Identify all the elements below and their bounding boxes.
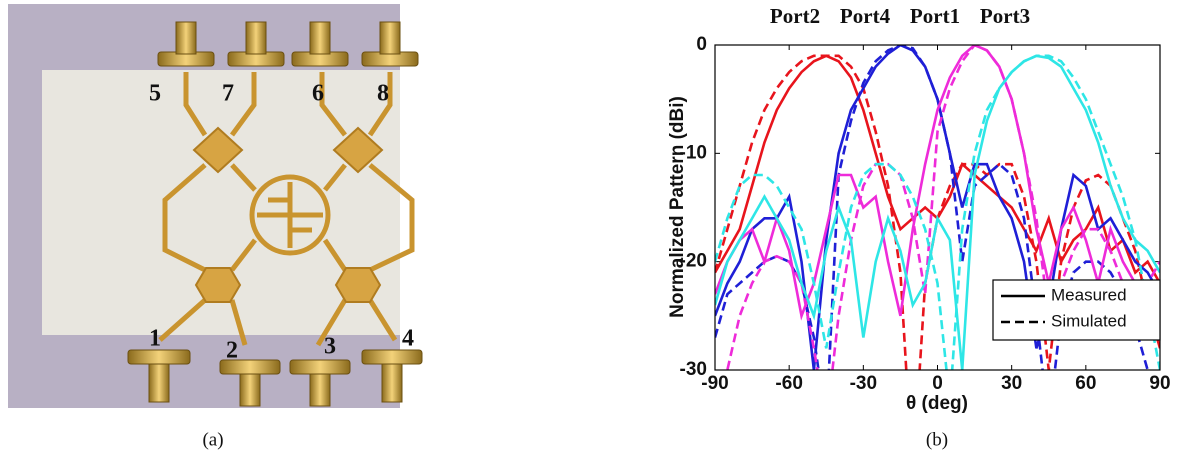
y-tick-label: -10 [680,142,707,163]
y-tick-label: -30 [680,359,707,380]
legend-box [992,279,1161,341]
lines [715,45,1160,370]
series-label: Port2 [770,4,820,28]
legend-label: Simulated [1051,311,1127,330]
port-label: 8 [377,81,389,107]
port-label: 4 [402,326,414,352]
series-line [715,45,1149,370]
series-label: Port1 [910,4,960,28]
port-label: 6 [312,81,324,107]
x-tick-label: -60 [775,373,802,394]
connectors [127,21,423,407]
x-axis-title: θ (deg) [906,393,968,414]
x-tick-label: 60 [1075,373,1096,394]
y-tick-label: -20 [680,251,707,272]
x-tick-label: -30 [850,373,877,394]
port-label: 7 [222,81,234,107]
traces [158,72,415,347]
x-tick-label: 90 [1149,373,1170,394]
legend-label: Measured [1051,285,1127,304]
series-label: Port4 [840,4,891,28]
x-tick-label: -90 [701,373,728,394]
series-line [715,54,1160,370]
x-tick-label: 0 [932,373,943,394]
port-label: 5 [149,81,161,107]
series-label: Port3 [980,4,1030,28]
x-tick-label: 30 [1001,373,1022,394]
series-line [715,54,1160,284]
photo: 5 7 6 8 1 2 3 4 [8,4,423,408]
crossover-lines [257,182,323,248]
y-axis-title: Normalized Pattern (dBi) [667,96,688,318]
hybrids [192,126,384,303]
series-line [726,45,1160,370]
caption: (a) [202,429,223,450]
plot: -90 -60 -30 0 30 60 90 -30 -20 -10 0 Port2 Port4 Port… [680,4,1171,394]
crossover [249,174,331,256]
plot-frame [714,44,1161,371]
port-label: 1 [149,326,161,352]
y-tick-label: 0 [696,34,707,55]
caption: (b) [926,429,948,450]
series-line [715,54,1160,370]
series-line [715,45,1160,321]
port-label: 3 [324,334,336,360]
port-label: 2 [226,338,238,364]
